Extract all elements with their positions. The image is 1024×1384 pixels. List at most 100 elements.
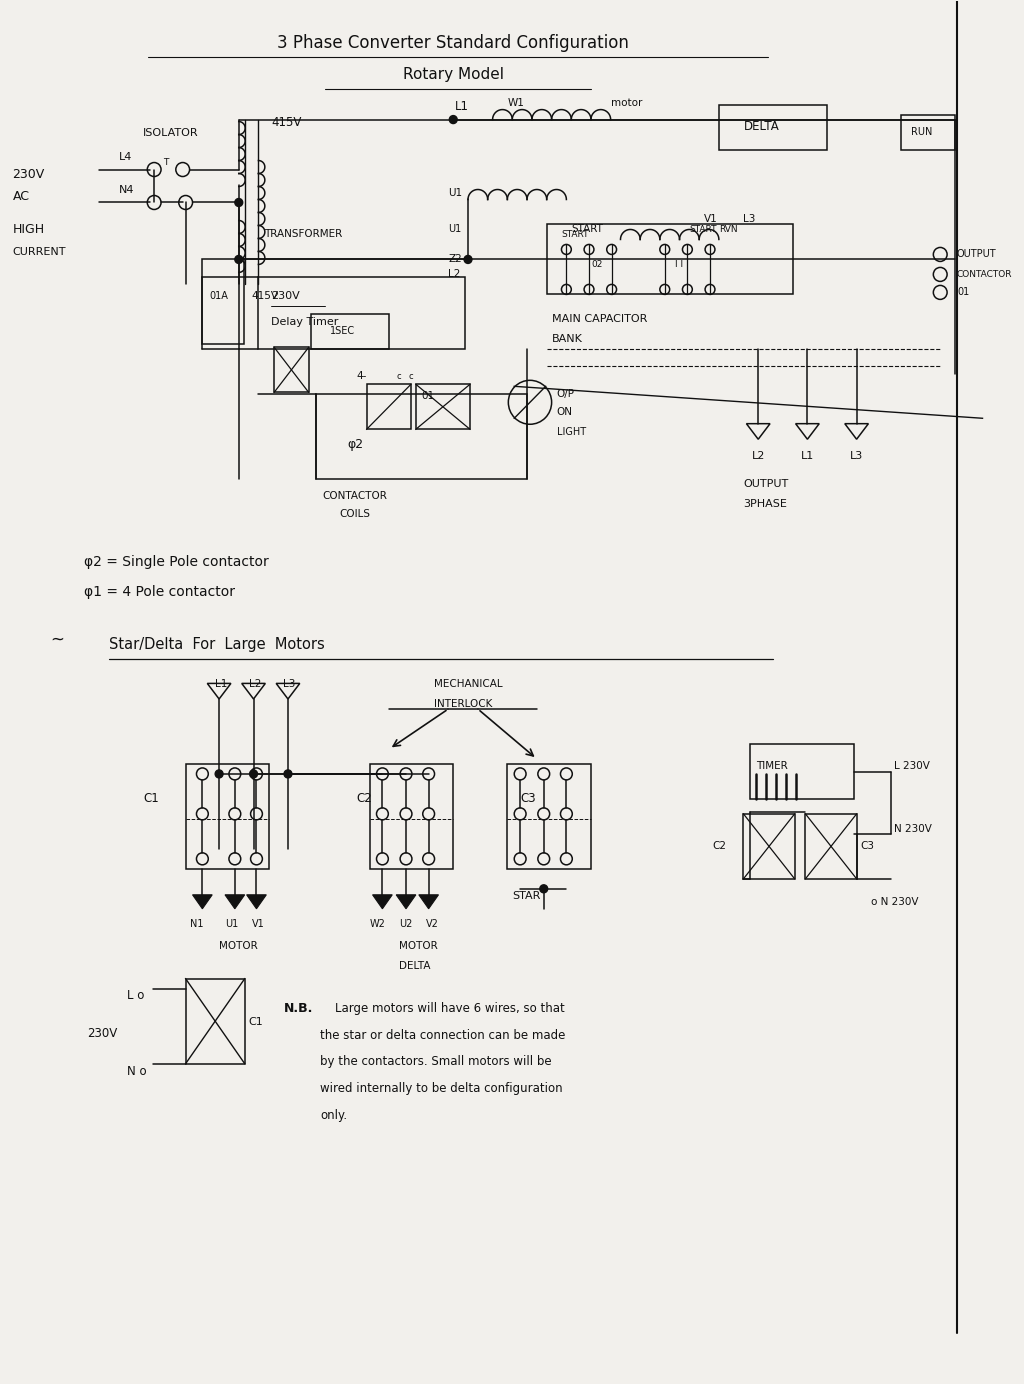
Text: C2: C2 [356,793,373,805]
Bar [547,224,793,295]
Text: 415V: 415V [252,292,279,302]
Text: Z2: Z2 [449,255,462,264]
Text: DELTA: DELTA [399,960,431,970]
Text: BANK: BANK [552,335,583,345]
Bar [507,764,591,869]
Text: 3PHASE: 3PHASE [743,500,787,509]
Text: 02: 02 [591,260,602,268]
Text: C3: C3 [520,793,536,805]
Bar [185,764,269,869]
Text: V1: V1 [705,215,718,224]
Text: HIGH: HIGH [12,223,45,235]
Text: L1: L1 [456,100,469,113]
Text: CONTACTOR: CONTACTOR [323,491,387,501]
Text: OUTPUT: OUTPUT [743,479,788,489]
Bar [806,814,857,879]
Text: AC: AC [12,190,30,203]
Polygon shape [396,895,416,909]
Text: RVN: RVN [719,226,737,234]
Text: Delay Timer: Delay Timer [271,317,339,328]
Text: L2: L2 [449,270,461,280]
Circle shape [234,256,243,263]
Text: I I: I I [675,260,683,268]
Text: motor: motor [610,98,642,108]
Bar [751,745,854,799]
Text: 01: 01 [422,392,435,401]
Text: V1: V1 [252,919,264,929]
Bar [315,394,527,479]
Text: U1: U1 [225,919,239,929]
Text: the star or delta connection can be made: the star or delta connection can be made [321,1030,566,1042]
Text: C2: C2 [713,841,727,851]
Text: 3 Phase Converter Standard Configuration: 3 Phase Converter Standard Configuration [278,33,629,51]
Bar [901,115,955,149]
Text: W1: W1 [507,98,524,108]
Text: MOTOR: MOTOR [219,941,258,951]
Text: 4-: 4- [356,371,368,382]
Text: 01A: 01A [209,292,228,302]
Text: W2: W2 [370,919,385,929]
Text: L1: L1 [801,451,814,461]
Text: DELTA: DELTA [743,120,779,133]
Text: OUTPUT: OUTPUT [957,249,996,259]
Text: N 230V: N 230V [894,823,932,835]
Circle shape [450,116,457,123]
Text: L1: L1 [215,680,227,689]
Text: 1SEC: 1SEC [331,327,355,336]
Text: Star/Delta  For  Large  Motors: Star/Delta For Large Motors [109,637,325,652]
Circle shape [215,770,223,778]
Text: TRANSFORMER: TRANSFORMER [264,230,343,239]
Text: T: T [163,158,168,167]
Text: 230V: 230V [271,292,300,302]
Text: START: START [561,230,589,239]
Text: U1: U1 [449,224,462,234]
Text: C3: C3 [860,841,874,851]
Text: N o: N o [127,1066,146,1078]
Text: LIGHT: LIGHT [556,428,586,437]
Text: MAIN CAPACITOR: MAIN CAPACITOR [552,314,647,324]
Text: 415V: 415V [271,116,302,129]
Bar [310,314,389,349]
Text: by the contactors. Small motors will be: by the contactors. Small motors will be [321,1055,552,1068]
Text: φ2 = Single Pole contactor: φ2 = Single Pole contactor [84,555,269,569]
Text: c: c [396,372,400,381]
Bar [743,814,795,879]
Bar [185,978,245,1064]
Text: INTERLOCK: INTERLOCK [433,699,492,709]
Circle shape [540,884,548,893]
Text: c: c [409,372,414,381]
Text: L2: L2 [752,451,765,461]
Text: U2: U2 [399,919,413,929]
Bar [258,277,465,349]
Text: CURRENT: CURRENT [12,248,66,257]
Text: L4: L4 [119,151,132,162]
Text: 230V: 230V [12,167,45,181]
Text: N1: N1 [189,919,203,929]
Text: L3: L3 [743,215,756,224]
Text: TIMER: TIMER [757,761,788,771]
Text: L3: L3 [850,451,863,461]
Polygon shape [373,895,392,909]
Text: o N 230V: o N 230V [871,897,919,907]
Polygon shape [225,895,245,909]
Polygon shape [419,895,438,909]
Text: L2: L2 [249,680,261,689]
Circle shape [464,256,472,263]
Bar [719,105,827,149]
Text: L 230V: L 230V [894,761,930,771]
Bar [416,385,470,429]
Text: L3: L3 [283,680,295,689]
Text: C1: C1 [249,1017,263,1027]
Text: Rotary Model: Rotary Model [402,66,504,82]
Circle shape [284,770,292,778]
Text: wired internally to be delta configuration: wired internally to be delta configurati… [321,1082,563,1095]
Text: MECHANICAL: MECHANICAL [433,680,502,689]
Text: L o: L o [127,990,144,1002]
Text: C1: C1 [143,793,159,805]
Text: φ2: φ2 [347,437,364,451]
Text: STAR: STAR [512,891,541,901]
Text: φ1 = 4 Pole contactor: φ1 = 4 Pole contactor [84,585,236,599]
Text: U1: U1 [449,187,463,198]
Text: COILS: COILS [339,509,371,519]
Polygon shape [193,895,212,909]
